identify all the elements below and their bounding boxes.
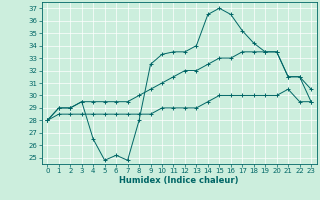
X-axis label: Humidex (Indice chaleur): Humidex (Indice chaleur) (119, 176, 239, 185)
